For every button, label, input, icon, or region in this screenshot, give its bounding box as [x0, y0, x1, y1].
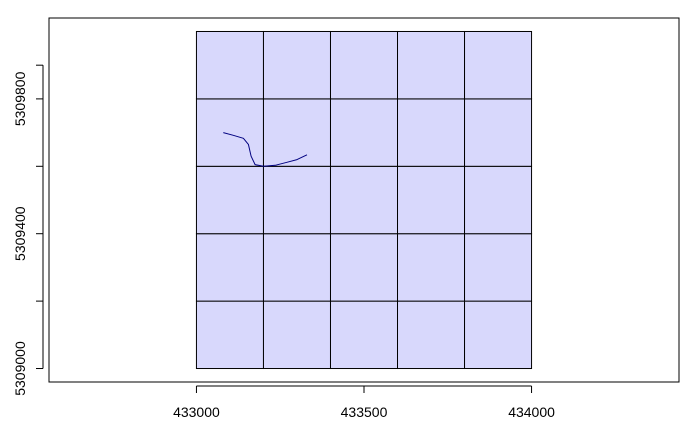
data-lines: [223, 132, 308, 167]
y-tick-label: 5309000: [12, 341, 28, 396]
y-axis: 5309000 5309400 5309800: [12, 64, 44, 396]
grid-cell: [464, 165, 533, 235]
x-tick-label: 433500: [341, 404, 388, 420]
grid-cell: [195, 30, 264, 100]
grid-cell: [464, 30, 533, 100]
grid-cell: [262, 165, 331, 235]
grid-cell: [329, 30, 399, 100]
grid-cell: [262, 300, 331, 370]
grid-cell: [262, 98, 331, 167]
plot-frame: [48, 17, 680, 383]
x-tick-label: 433000: [173, 404, 220, 420]
grid-cell: [329, 233, 399, 302]
grid-cells: [195, 30, 533, 370]
grid-cell: [464, 98, 533, 167]
grid-cell: [262, 233, 331, 302]
grid-cell: [195, 98, 264, 167]
grid-cell: [329, 98, 399, 167]
grid-cell: [397, 300, 466, 370]
line-feature: [223, 132, 308, 167]
grid-cell: [329, 300, 399, 370]
grid-cell: [195, 300, 264, 370]
grid-cell: [329, 165, 399, 235]
grid-cell: [195, 165, 264, 235]
y-tick-label: 5309800: [12, 71, 28, 126]
grid-cell: [464, 300, 533, 370]
x-axis: 433000 433500 434000: [173, 385, 555, 420]
grid-cell: [397, 165, 466, 235]
grid-cell: [397, 233, 466, 302]
y-tick-label: 5309400: [12, 206, 28, 261]
grid-cell: [397, 30, 466, 100]
grid-cell: [464, 233, 533, 302]
x-tick-label: 434000: [508, 404, 555, 420]
grid-cell: [397, 98, 466, 167]
grid-cell: [262, 30, 331, 100]
grid-cell: [195, 233, 264, 302]
